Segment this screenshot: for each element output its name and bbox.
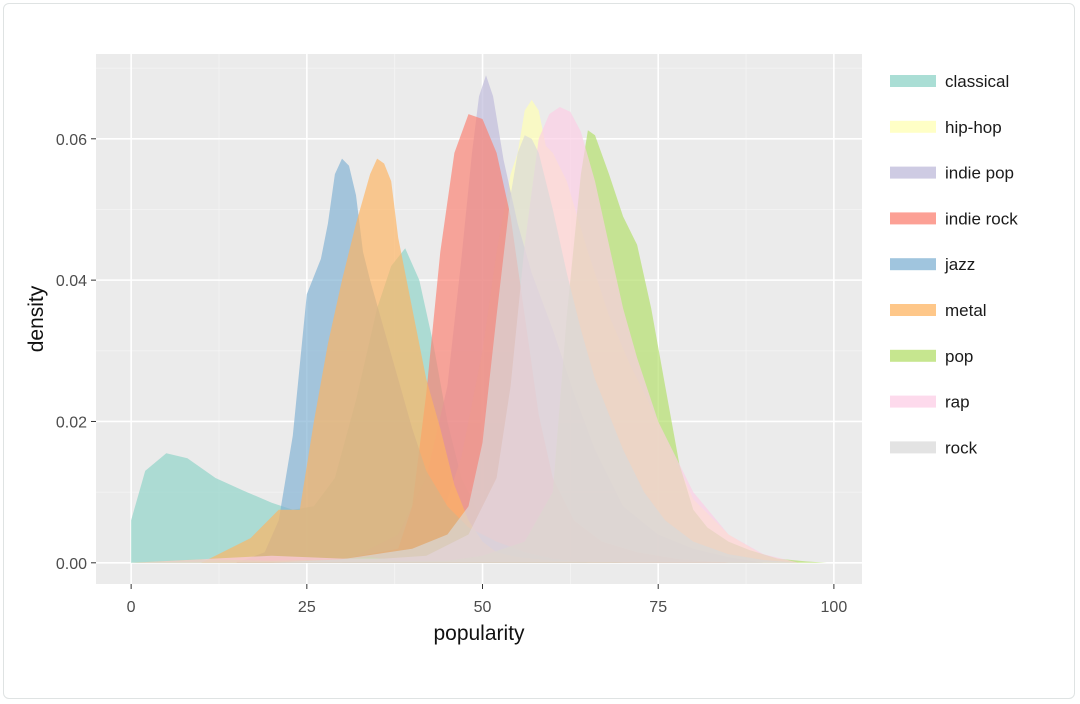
density-area-rock bbox=[271, 135, 799, 563]
y-axis-ticks: 0.00 0.02 0.04 0.06 bbox=[56, 132, 96, 573]
legend-item-pop: pop bbox=[890, 347, 973, 366]
legend-item-jazz: jazz bbox=[890, 255, 975, 274]
y-tick-label: 0.00 bbox=[56, 556, 87, 573]
y-tick-label: 0.02 bbox=[56, 414, 87, 431]
density-area-rap bbox=[131, 107, 799, 563]
legend-label: hip-hop bbox=[945, 118, 1002, 137]
legend-swatch bbox=[890, 258, 936, 271]
legend-swatch bbox=[890, 120, 936, 133]
legend-swatch bbox=[890, 441, 936, 454]
legend-label: indie pop bbox=[945, 164, 1014, 183]
legend-swatch bbox=[890, 304, 936, 316]
density-area-metal bbox=[201, 158, 624, 563]
legend-label: classical bbox=[945, 72, 1009, 91]
x-tick-label: 25 bbox=[298, 599, 316, 616]
legend: classical hip-hop indie pop indie rock jazz m… bbox=[890, 72, 1018, 457]
legend-swatch bbox=[890, 212, 936, 225]
x-tick-label: 75 bbox=[649, 599, 667, 616]
y-tick-label: 0.04 bbox=[56, 273, 87, 290]
density-area-indie-rock bbox=[236, 114, 729, 563]
x-axis-title: popularity bbox=[433, 622, 525, 645]
x-tick-label: 0 bbox=[127, 599, 136, 616]
legend-item-indie-pop: indie pop bbox=[890, 164, 1014, 183]
legend-item-rap: rap bbox=[890, 393, 970, 412]
y-axis-title: density bbox=[25, 285, 48, 352]
x-tick-label: 50 bbox=[474, 599, 492, 616]
legend-item-classical: classical bbox=[890, 72, 1009, 91]
legend-swatch bbox=[890, 166, 936, 179]
legend-label: rock bbox=[945, 438, 978, 457]
legend-label: jazz bbox=[944, 255, 975, 274]
x-axis-ticks: 0 25 50 75 100 bbox=[127, 584, 848, 616]
legend-label: pop bbox=[945, 347, 973, 366]
legend-swatch bbox=[890, 75, 936, 87]
legend-item-rock: rock bbox=[890, 438, 978, 457]
legend-label: metal bbox=[945, 301, 987, 320]
legend-item-hip-hop: hip-hop bbox=[890, 118, 1002, 137]
legend-item-metal: metal bbox=[890, 301, 987, 320]
legend-swatch bbox=[890, 349, 936, 362]
legend-label: rap bbox=[945, 393, 970, 412]
x-tick-label: 100 bbox=[821, 599, 848, 616]
legend-swatch bbox=[890, 395, 936, 408]
density-areas bbox=[131, 75, 827, 563]
legend-label: indie rock bbox=[945, 209, 1018, 228]
y-tick-label: 0.06 bbox=[56, 132, 87, 149]
legend-item-indie-rock: indie rock bbox=[890, 209, 1018, 228]
